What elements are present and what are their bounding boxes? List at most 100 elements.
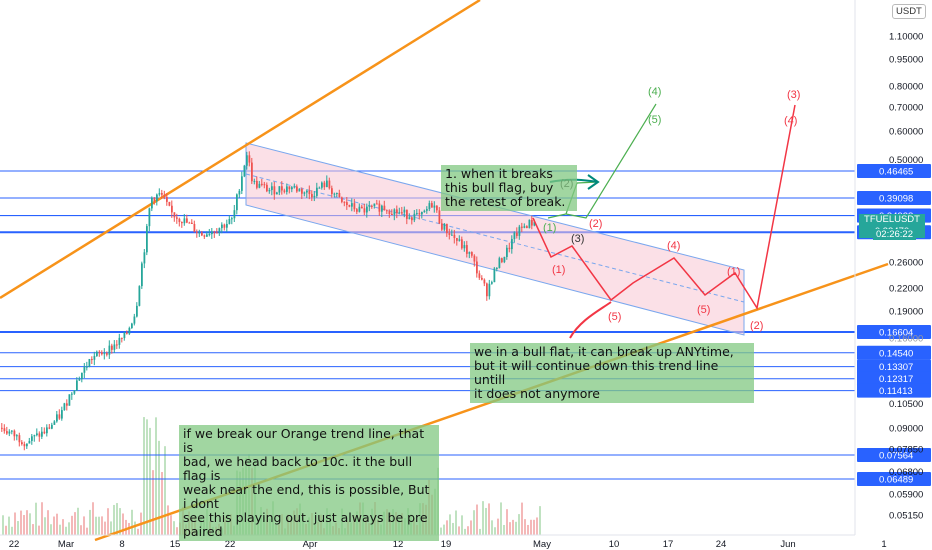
volume-bar	[116, 503, 118, 535]
volume-bar	[155, 417, 157, 535]
candle-body	[208, 234, 211, 236]
time-tick-label: 17	[663, 539, 674, 550]
time-tick-label: 10	[609, 539, 620, 550]
candle-body	[451, 234, 453, 236]
time-tick-label: 15	[170, 539, 181, 550]
candle-body	[123, 332, 126, 339]
candle-body	[386, 210, 388, 212]
candle-body	[268, 190, 271, 192]
volume-bar	[131, 509, 133, 535]
orange-trendlines	[0, 0, 889, 542]
candle-body	[286, 186, 288, 192]
wave-label: (1)	[552, 264, 565, 276]
price-level-tag	[857, 472, 931, 486]
price-tick-label: 0.80000	[889, 81, 923, 92]
volume-bar	[65, 526, 67, 535]
candle-body	[493, 268, 496, 283]
volume-bar	[122, 513, 124, 535]
candle-body	[58, 414, 61, 419]
volume-bar	[95, 516, 97, 535]
candle-body	[246, 155, 248, 166]
candle-body	[186, 218, 188, 223]
candle-body	[353, 203, 356, 210]
candle-body	[478, 273, 481, 278]
candle-body	[141, 263, 143, 287]
volume-bar	[518, 514, 520, 535]
wave-label: (2)	[589, 218, 602, 230]
candle-body	[211, 231, 213, 235]
candle-body	[256, 180, 258, 188]
volume-bar	[134, 521, 136, 535]
volume-bar	[107, 508, 109, 535]
price-tick-label: 0.19000	[889, 306, 923, 317]
candle-body	[48, 427, 51, 429]
price-tick-label: 0.09000	[889, 423, 923, 434]
candle-body	[263, 184, 266, 186]
candle-body	[131, 323, 133, 328]
volume-bar	[506, 509, 508, 535]
candle-body	[13, 430, 16, 437]
candle-body	[278, 186, 281, 193]
volume-bar	[488, 503, 490, 535]
wave-label: (3)	[571, 233, 584, 245]
volume-bar	[464, 528, 466, 535]
bull-flag-channel	[245, 142, 745, 336]
volume-bar	[2, 515, 4, 535]
candle-body	[468, 252, 471, 254]
candle-body	[426, 209, 428, 211]
candle-body	[161, 193, 163, 195]
candle-body	[403, 209, 406, 213]
candle-body	[43, 431, 46, 434]
volume-bar	[98, 516, 100, 535]
volume-bar	[29, 513, 31, 535]
candle-body	[491, 282, 493, 284]
candle-body	[261, 183, 263, 185]
price-tick-label: 0.06800	[889, 467, 923, 478]
price-level-tag	[857, 448, 931, 463]
candle-body	[173, 212, 176, 218]
candle-body	[168, 201, 171, 206]
candle-body	[163, 194, 166, 197]
candle-body	[236, 194, 238, 211]
candle-body	[253, 180, 256, 182]
price-tick-label: 0.70000	[889, 102, 923, 113]
price-tick-label: 0.50000	[889, 155, 923, 166]
candle-body	[431, 203, 433, 208]
candle-body	[241, 176, 243, 191]
note-orange-trendline: if we break our Orange trend line, that …	[179, 425, 439, 541]
candle-body	[291, 187, 293, 190]
candle-body	[303, 192, 306, 194]
candle-body	[121, 337, 123, 339]
candle-body	[378, 203, 381, 212]
volume-bar	[467, 526, 469, 535]
candle-body	[396, 209, 398, 214]
wave-label: (5)	[697, 304, 710, 316]
candle-body	[496, 267, 498, 269]
volume-bar	[521, 502, 523, 535]
candle-body	[388, 211, 391, 215]
candle-body	[166, 196, 168, 202]
time-tick-label: 1	[881, 539, 886, 550]
currency-badge[interactable]: USDT	[892, 4, 926, 19]
candle-body	[171, 205, 173, 213]
volume-bar	[62, 519, 64, 535]
candle-body	[488, 283, 491, 297]
candle-body	[11, 430, 13, 432]
volume-bar	[104, 521, 106, 535]
candle-body	[398, 212, 401, 214]
price-tick-label: 0.16000	[889, 333, 923, 344]
candle-body	[501, 258, 503, 263]
red-wave-path	[532, 104, 796, 311]
candle-body	[93, 355, 96, 360]
time-tick-label: Apr	[303, 539, 318, 550]
volume-bar	[446, 520, 448, 535]
price-tick-label: 0.07850	[889, 445, 923, 456]
note-buy-retest: 1. when it breaks this bull flag, buy th…	[441, 165, 577, 211]
candle-body	[243, 165, 246, 177]
volume-bar	[473, 510, 475, 535]
candle-body	[238, 190, 241, 195]
price-level-tag	[857, 371, 931, 386]
candle-body	[328, 180, 331, 189]
volume-bar	[56, 513, 58, 535]
